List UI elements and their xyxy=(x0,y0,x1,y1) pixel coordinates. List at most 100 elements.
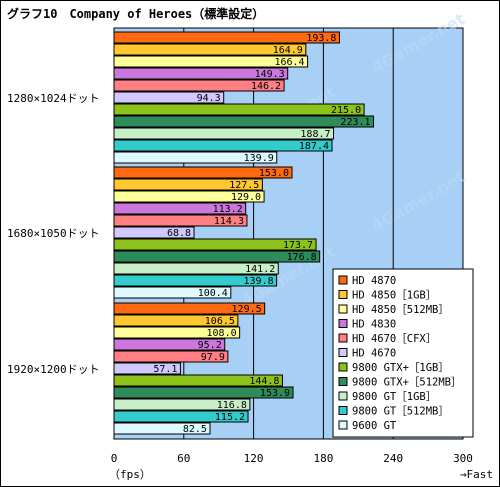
chart-title: グラフ10 Company of Heroes（標準設定） xyxy=(7,6,264,21)
x-tick-240: 240 xyxy=(383,452,403,465)
value-label-1-10: 100.4 xyxy=(198,288,228,299)
value-label-2-2: 108.0 xyxy=(207,328,237,339)
bar-1-4 xyxy=(113,214,248,227)
bar-0-3 xyxy=(113,67,289,80)
x-tick-0: 0 xyxy=(111,452,118,465)
value-label-2-0: 129.5 xyxy=(232,304,262,315)
bar-0-7 xyxy=(113,115,375,128)
bar-2-7 xyxy=(113,386,294,399)
value-label-2-7: 153.9 xyxy=(260,388,290,399)
bar-1-8 xyxy=(113,262,279,275)
value-label-0-5: 94.3 xyxy=(197,93,221,104)
category-label-1: 1680×1050ドット xyxy=(7,227,100,240)
legend-label-6: 9800 GTX+［1GB］ xyxy=(352,362,449,374)
legend-swatch-9 xyxy=(338,406,348,415)
value-label-0-2: 166.4 xyxy=(274,57,304,68)
bar-0-5 xyxy=(113,91,225,104)
bar-2-1 xyxy=(113,314,239,327)
legend-box xyxy=(332,268,474,438)
value-label-0-4: 146.2 xyxy=(251,81,281,92)
bar-0-6 xyxy=(113,103,365,116)
legend-swatch-0 xyxy=(338,275,348,285)
legend-label-0: HD 4870 xyxy=(352,275,396,287)
value-label-0-6: 215.0 xyxy=(331,105,361,116)
bar-0-1 xyxy=(113,43,307,56)
x-tick-120: 120 xyxy=(244,452,264,465)
legend-swatch-5 xyxy=(338,348,348,357)
value-label-1-8: 141.2 xyxy=(245,264,275,275)
legend-swatch-7 xyxy=(338,377,348,386)
bar-2-3 xyxy=(113,338,226,351)
legend-label-3: HD 4830 xyxy=(352,319,396,331)
value-label-1-9: 139.8 xyxy=(244,276,274,287)
value-label-0-7: 223.1 xyxy=(340,117,370,128)
legend-label-10: 9600 GT xyxy=(352,420,397,432)
value-label-0-1: 164.9 xyxy=(273,45,303,56)
bar-2-4 xyxy=(113,350,229,363)
bar-2-10 xyxy=(113,422,211,435)
value-label-0-3: 149.3 xyxy=(255,69,285,80)
legend-label-1: HD 4850［1GB］ xyxy=(352,290,436,302)
bar-1-1 xyxy=(113,178,263,191)
legend-label-9: 9800 GT［512MB］ xyxy=(352,406,449,418)
value-label-0-9: 187.4 xyxy=(299,141,329,152)
value-label-1-5: 68.8 xyxy=(167,228,191,239)
value-label-1-4: 114.3 xyxy=(214,216,244,227)
value-label-1-3: 113.2 xyxy=(213,204,243,215)
value-label-1-6: 173.7 xyxy=(283,240,313,251)
legend-swatch-8 xyxy=(338,391,348,401)
bar-0-9 xyxy=(113,139,333,152)
value-label-0-10: 139.9 xyxy=(244,153,274,164)
legend-swatch-6 xyxy=(338,362,348,372)
value-label-2-6: 144.8 xyxy=(249,376,279,387)
x-tick-180: 180 xyxy=(313,452,333,465)
bar-2-6 xyxy=(113,374,283,387)
legend-swatch-3 xyxy=(338,319,348,328)
value-label-2-9: 115.2 xyxy=(215,412,245,423)
x-axis-unit: （fps） xyxy=(109,468,151,481)
bar-0-10 xyxy=(113,151,278,164)
legend-swatch-1 xyxy=(338,290,348,299)
bar-0-8 xyxy=(113,127,335,140)
bar-0-4 xyxy=(113,79,285,92)
value-label-1-7: 176.8 xyxy=(287,252,317,263)
bar-2-8 xyxy=(113,398,251,411)
legend-label-7: 9800 GTX+［512MB］ xyxy=(352,377,462,389)
legend-label-2: HD 4850［512MB］ xyxy=(352,304,449,316)
value-label-1-2: 129.0 xyxy=(231,192,261,203)
value-label-0-0: 193.8 xyxy=(306,33,336,44)
bar-1-9 xyxy=(113,274,278,287)
bar-2-2 xyxy=(113,326,241,339)
x-tick-60: 60 xyxy=(177,452,190,465)
legend-swatch-4 xyxy=(338,333,348,343)
bar-2-0 xyxy=(113,302,266,315)
bar-1-7 xyxy=(113,250,321,263)
value-label-2-4: 97.9 xyxy=(201,352,225,363)
bar-1-3 xyxy=(113,202,247,215)
bar-1-2 xyxy=(113,190,265,203)
value-label-1-1: 127.5 xyxy=(229,180,259,191)
value-label-2-5: 57.1 xyxy=(153,364,177,375)
bar-1-0 xyxy=(113,166,293,179)
value-label-2-1: 106.5 xyxy=(205,316,235,327)
bar-2-5 xyxy=(113,362,181,375)
value-label-2-10: 82.5 xyxy=(183,424,207,435)
legend-label-4: HD 4670［CFX］ xyxy=(352,333,436,345)
x-axis-direction: →Fast xyxy=(460,468,493,481)
category-label-2: 1920×1200ドット xyxy=(7,363,100,376)
bar-1-10 xyxy=(113,286,232,299)
bar-1-6 xyxy=(113,238,317,251)
bar-0-2 xyxy=(113,55,309,68)
value-label-1-0: 153.0 xyxy=(259,168,289,179)
bar-1-5 xyxy=(113,226,195,239)
legend-label-5: HD 4670 xyxy=(352,348,396,360)
category-label-0: 1280×1024ドット xyxy=(7,92,100,105)
value-label-2-8: 116.8 xyxy=(217,400,247,411)
legend-label-8: 9800 GT［1GB］ xyxy=(352,391,436,403)
value-label-0-8: 188.7 xyxy=(300,129,330,140)
legend-swatch-10 xyxy=(338,420,348,430)
legend-swatch-2 xyxy=(338,304,348,314)
value-label-2-3: 95.2 xyxy=(198,340,222,351)
